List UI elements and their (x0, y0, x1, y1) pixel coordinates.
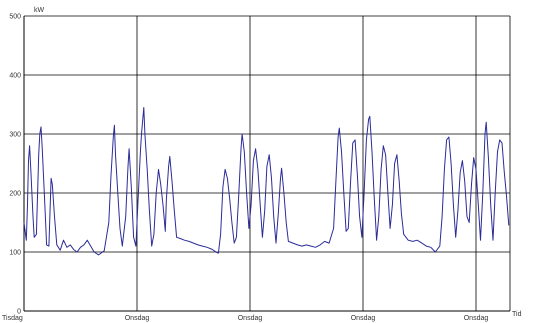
series-line-0 (23, 107, 510, 256)
x-axis-label: Tid (512, 311, 522, 318)
grid-lines (24, 15, 511, 311)
y-axis-label: kW (34, 7, 45, 14)
y-tick-label: 400 (9, 73, 21, 80)
y-tick-label: 200 (9, 191, 21, 198)
y-tick-label: 500 (9, 14, 21, 21)
x-tick-label: Onsdag (125, 315, 150, 322)
y-tick-label: 0 (17, 309, 21, 316)
x-tick-labels: Tisdag Onsdag Onsdag Onsdag Onsdag (2, 315, 488, 322)
y-tick-labels: 0 100 200 300 400 500 (9, 14, 21, 316)
y-tick-label: 100 (9, 250, 21, 257)
series-group (23, 107, 510, 256)
axes (23, 16, 510, 312)
x-tick-label: Onsdag (351, 315, 376, 322)
y-tick-label: 300 (9, 132, 21, 139)
x-tick-label: Onsdag (238, 315, 263, 322)
x-tick-label: Tisdag (2, 315, 23, 322)
x-tick-label: Onsdag (464, 315, 489, 322)
